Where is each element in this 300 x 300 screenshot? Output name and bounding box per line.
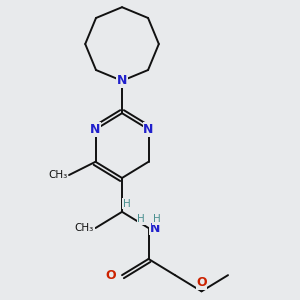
Text: N: N: [90, 123, 101, 136]
Text: H: H: [153, 214, 160, 224]
Text: H: H: [123, 199, 130, 208]
Text: N: N: [143, 123, 154, 136]
Text: H: H: [137, 214, 145, 224]
Text: O: O: [106, 268, 116, 282]
Text: CH₃: CH₃: [48, 170, 68, 180]
Text: O: O: [196, 276, 207, 289]
Text: CH₃: CH₃: [75, 223, 94, 233]
Text: N: N: [117, 74, 127, 87]
Text: N: N: [150, 221, 160, 235]
